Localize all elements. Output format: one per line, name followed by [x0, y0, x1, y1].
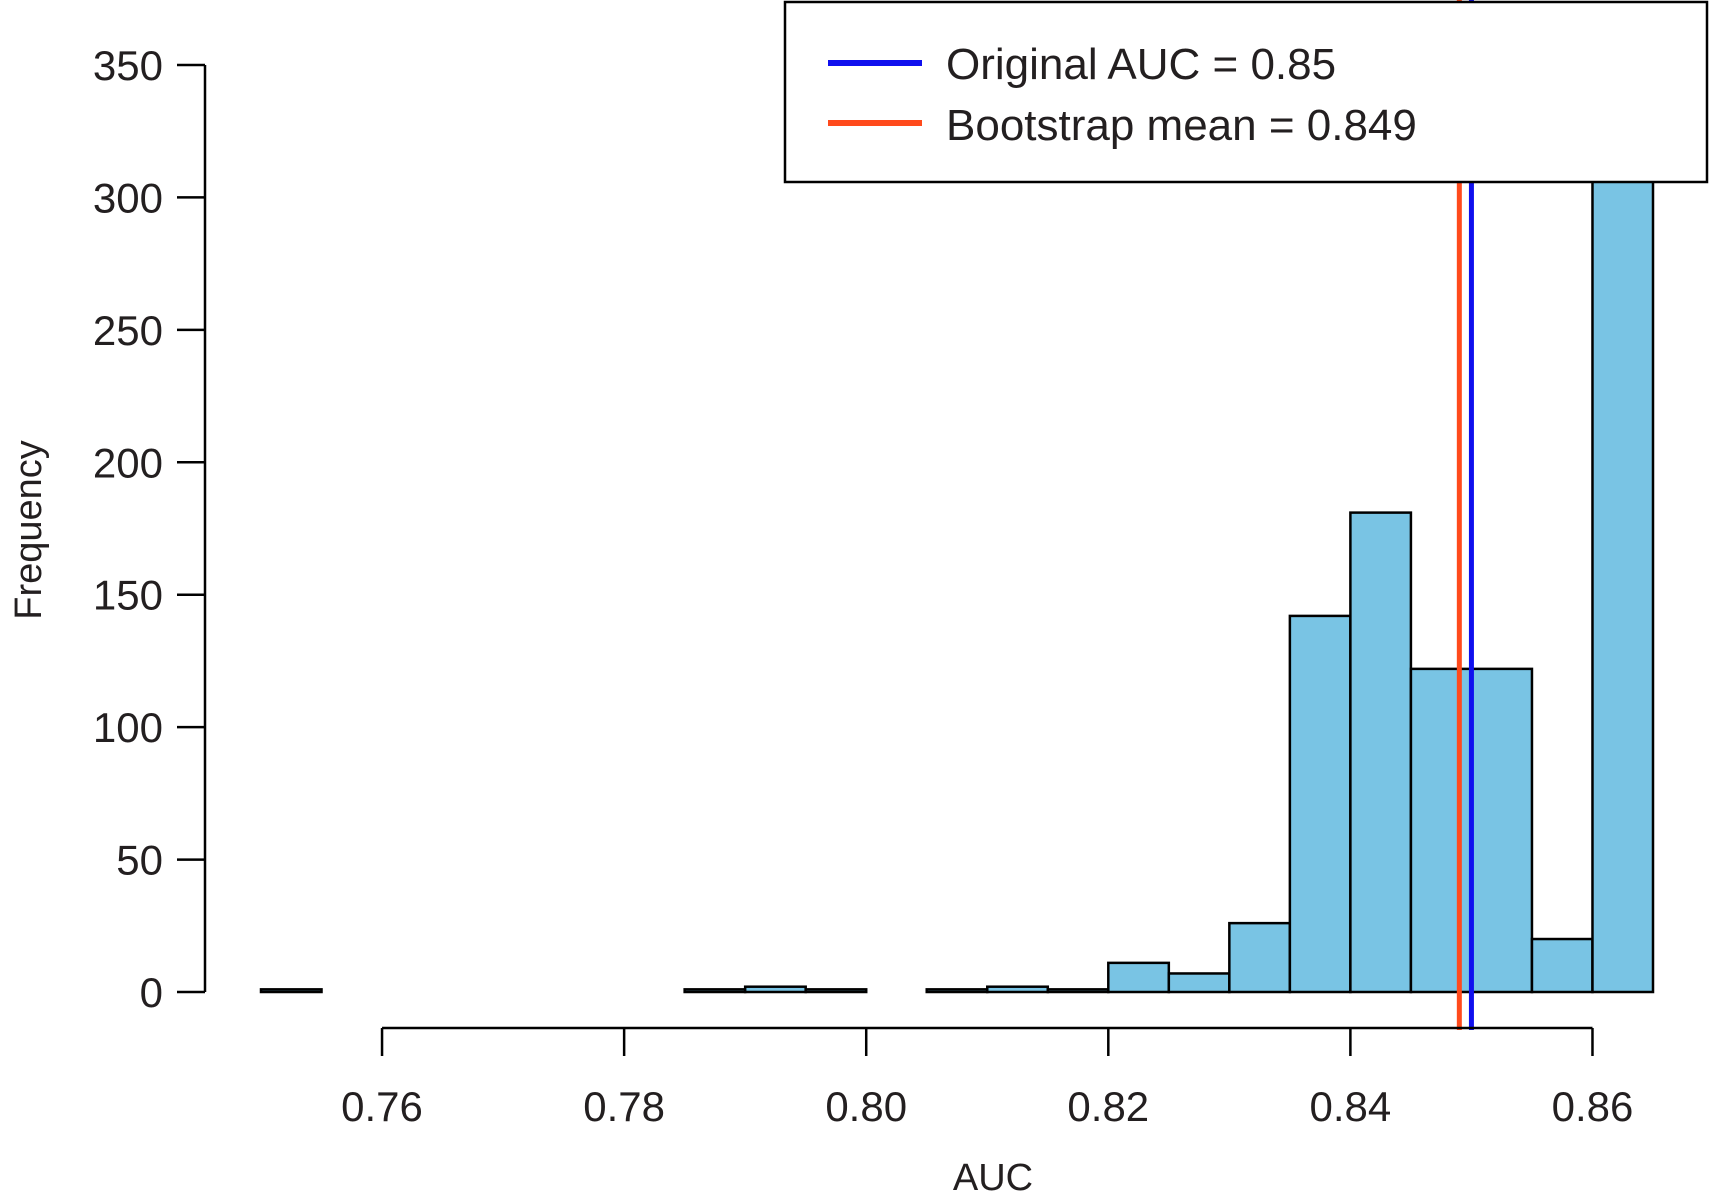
legend-label-original-auc: Original AUC = 0.85: [946, 40, 1336, 89]
x-tick-label-0-8: 0.80: [825, 1083, 907, 1130]
histogram-bars: [259, 169, 1655, 994]
histogram-bar: [743, 985, 807, 994]
histogram-bar: [683, 988, 747, 994]
legend: Original AUC = 0.85 Bootstrap mean = 0.8…: [783, 0, 1709, 184]
histogram-bar: [1167, 972, 1231, 994]
histogram-bar: [1228, 921, 1292, 994]
x-axis-title: AUC: [953, 1157, 1033, 1194]
histogram-bar: [1591, 169, 1655, 994]
y-tick-label-350: 350: [93, 42, 163, 89]
y-tick-label-250: 250: [93, 307, 163, 354]
x-tick-label-0-84: 0.84: [1310, 1083, 1392, 1130]
histogram-bar: [1349, 511, 1413, 994]
y-axis-title: Frequency: [8, 440, 50, 620]
histogram-bar: [804, 988, 868, 994]
y-axis: 0 50 100 150 200 250 300 350: [93, 42, 207, 1016]
y-tick-label-200: 200: [93, 439, 163, 486]
histogram-bar: [1530, 937, 1594, 994]
y-tick-label-100: 100: [93, 704, 163, 751]
y-tick-label-50: 50: [116, 837, 163, 884]
histogram-bar: [1107, 961, 1171, 994]
x-tick-label-0-76: 0.76: [341, 1083, 423, 1130]
y-tick-label-300: 300: [93, 174, 163, 221]
histogram-bar: [1470, 667, 1534, 994]
x-tick-label-0-82: 0.82: [1067, 1083, 1149, 1130]
y-tick-label-0: 0: [140, 969, 163, 1016]
x-axis: 0.76 0.78 0.80 0.82 0.84 0.86: [341, 1026, 1634, 1130]
histogram-bar: [259, 988, 323, 994]
histogram-bar: [986, 985, 1050, 994]
y-tick-label-150: 150: [93, 572, 163, 619]
legend-label-bootstrap-mean: Bootstrap mean = 0.849: [946, 101, 1417, 150]
histogram-bar: [1409, 667, 1473, 994]
x-tick-label-0-78: 0.78: [583, 1083, 665, 1130]
histogram-bar: [1046, 988, 1110, 994]
histogram-bar: [1288, 614, 1352, 994]
legend-box: [783, 0, 1709, 184]
x-tick-label-0-86: 0.86: [1552, 1083, 1634, 1130]
histogram-bar: [925, 988, 989, 994]
